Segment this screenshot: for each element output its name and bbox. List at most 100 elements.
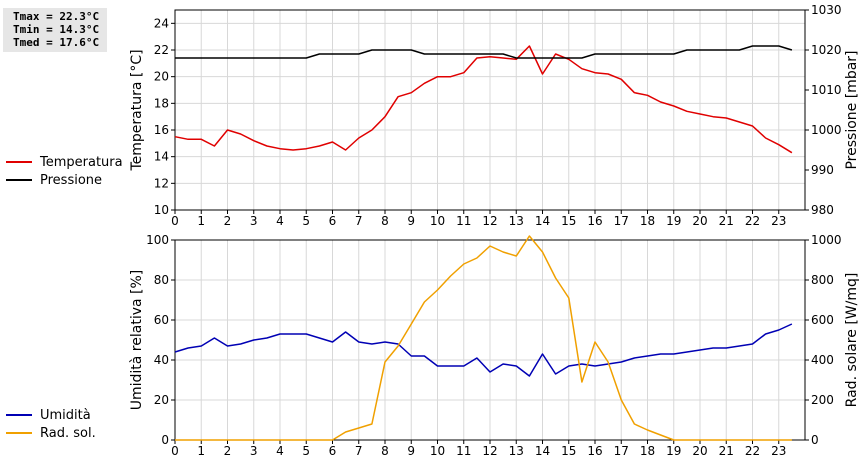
x-tick-label: 4 <box>276 444 284 458</box>
y2-axis-title: Pressione [mbar] <box>844 50 860 169</box>
y-tick-label: 40 <box>154 353 169 367</box>
x-tick-label: 23 <box>771 214 786 228</box>
plot-frame <box>174 9 806 211</box>
x-tick-label: 6 <box>329 214 337 228</box>
tmed-label: Tmed = 17.6°C <box>13 36 100 49</box>
legend-label-temperature: Temperatura <box>40 154 123 170</box>
y2-axis-title: Rad. solare [W/mq] <box>844 273 860 408</box>
x-tick-label: 3 <box>250 444 258 458</box>
y2-tick-label: 990 <box>811 163 834 177</box>
x-tick-label: 13 <box>509 214 524 228</box>
x-tick-label: 10 <box>430 444 445 458</box>
x-tick-label: 22 <box>745 214 760 228</box>
tmax-label: Tmax = 22.3°C <box>13 10 100 23</box>
y-axis-right: 980 990 1000 1010 1020 1030 <box>805 3 842 217</box>
tmin-label: Tmin = 14.3°C <box>13 23 100 36</box>
x-tick-label: 16 <box>587 444 602 458</box>
x-tick-label: 1 <box>197 444 205 458</box>
y2-tick-label: 1000 <box>811 123 842 137</box>
series-line-0 <box>174 323 793 377</box>
y2-tick-label: 800 <box>811 273 834 287</box>
x-tick-label: 2 <box>224 444 232 458</box>
legend-top: Temperatura Pressione <box>6 153 123 189</box>
x-tick-label: 6 <box>329 444 337 458</box>
series-line-0 <box>174 45 793 154</box>
x-tick-label: 17 <box>614 444 629 458</box>
x-tick-label: 21 <box>719 444 734 458</box>
y-tick-label: 0 <box>161 433 169 447</box>
legend-swatch-humidity <box>6 414 32 416</box>
y-axis-title: Temperatura [°C] <box>129 49 145 171</box>
y2-tick-label: 1030 <box>811 3 842 17</box>
y-axis-title: Umidità relativa [%] <box>129 270 145 411</box>
x-tick-label: 23 <box>771 444 786 458</box>
y-tick-label: 18 <box>154 96 169 110</box>
y-tick-label: 16 <box>154 123 169 137</box>
legend-label-solar: Rad. sol. <box>40 425 96 441</box>
x-tick-label: 19 <box>666 444 681 458</box>
x-tick-label: 8 <box>381 444 389 458</box>
x-tick-label: 7 <box>355 444 363 458</box>
y2-tick-label: 1010 <box>811 83 842 97</box>
x-tick-label: 5 <box>302 444 310 458</box>
y2-tick-label: 200 <box>811 393 834 407</box>
y2-tick-label: 0 <box>811 433 819 447</box>
y2-tick-label: 1000 <box>811 233 842 247</box>
y-tick-label: 24 <box>154 16 169 30</box>
x-tick-label: 0 <box>171 214 179 228</box>
x-tick-label: 19 <box>666 214 681 228</box>
x-tick-label: 5 <box>302 214 310 228</box>
series-line-1 <box>175 45 793 59</box>
x-tick-label: 20 <box>692 214 707 228</box>
x-tick-label: 15 <box>561 214 576 228</box>
y2-tick-label: 400 <box>811 353 834 367</box>
x-axis: 0 1 2 3 4 5 6 7 8 9 10 11 12 13 14 15 16 17 18 19 20 21 22 23 <box>171 10 786 228</box>
x-axis: 0 1 2 3 4 5 6 7 8 9 10 11 12 13 14 15 16 17 18 19 20 21 22 23 <box>171 240 786 458</box>
y-tick-label: 22 <box>154 43 169 57</box>
x-tick-label: 1 <box>197 214 205 228</box>
legend-swatch-pressure <box>6 179 32 181</box>
legend-label-humidity: Umidità <box>40 407 91 423</box>
y2-tick-label: 980 <box>811 203 834 217</box>
x-tick-label: 10 <box>430 214 445 228</box>
legend-item-temperature: Temperatura <box>6 153 123 171</box>
legend-bottom: Umidità Rad. sol. <box>6 406 96 442</box>
x-tick-label: 4 <box>276 214 284 228</box>
x-tick-label: 3 <box>250 214 258 228</box>
y-tick-label: 10 <box>154 203 169 217</box>
x-tick-label: 22 <box>745 444 760 458</box>
x-tick-label: 8 <box>381 214 389 228</box>
x-tick-label: 12 <box>482 214 497 228</box>
x-tick-label: 18 <box>640 214 655 228</box>
x-tick-label: 11 <box>456 444 471 458</box>
y-tick-label: 80 <box>154 273 169 287</box>
y-tick-label: 12 <box>154 176 169 190</box>
x-tick-label: 2 <box>224 214 232 228</box>
legend-swatch-solar <box>6 432 32 434</box>
x-tick-label: 7 <box>355 214 363 228</box>
y-tick-label: 100 <box>146 233 169 247</box>
x-tick-label: 14 <box>535 444 550 458</box>
y2-tick-label: 600 <box>811 313 834 327</box>
y-tick-label: 14 <box>154 150 169 164</box>
x-tick-label: 9 <box>407 214 415 228</box>
series-line-1 <box>175 235 792 441</box>
y-axis-right: 0 200 400 600 800 1000 <box>805 233 842 447</box>
x-tick-label: 9 <box>407 444 415 458</box>
plot-frame <box>174 239 806 441</box>
y-tick-label: 60 <box>154 313 169 327</box>
legend-item-solar: Rad. sol. <box>6 424 96 442</box>
chart-panel-bottom: 0 1 2 3 4 5 6 7 8 9 10 11 12 13 14 15 16 17 18 19 20 21 22 2302… <box>129 233 860 458</box>
legend-item-humidity: Umidità <box>6 406 96 424</box>
x-tick-label: 13 <box>509 444 524 458</box>
x-tick-label: 16 <box>587 214 602 228</box>
x-tick-label: 20 <box>692 444 707 458</box>
stats-box: Tmax = 22.3°C Tmin = 14.3°C Tmed = 17.6°… <box>3 8 107 52</box>
x-tick-label: 14 <box>535 214 550 228</box>
legend-swatch-temperature <box>6 161 32 163</box>
x-tick-label: 18 <box>640 444 655 458</box>
y-tick-label: 20 <box>154 70 169 84</box>
legend-label-pressure: Pressione <box>40 172 103 188</box>
legend-item-pressure: Pressione <box>6 171 123 189</box>
